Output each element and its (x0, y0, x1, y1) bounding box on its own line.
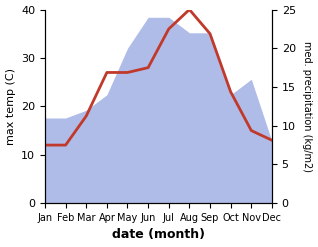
Y-axis label: max temp (C): max temp (C) (5, 68, 16, 145)
X-axis label: date (month): date (month) (112, 228, 205, 242)
Y-axis label: med. precipitation (kg/m2): med. precipitation (kg/m2) (302, 41, 313, 172)
